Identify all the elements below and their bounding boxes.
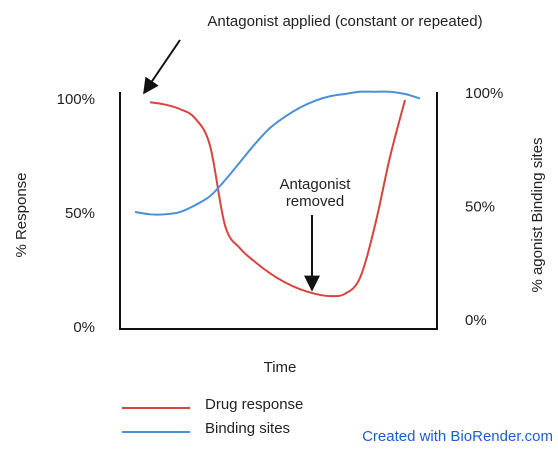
x-axis-label: Time [264, 359, 297, 376]
annotation: Antagonist applied (constant or repeated… [207, 13, 482, 30]
y2-tick-label: 100% [465, 85, 503, 102]
y2-tick-label: 0% [465, 312, 487, 329]
y-tick-label: 0% [73, 319, 95, 336]
data-line [149, 99, 406, 298]
legend-label: Binding sites [205, 420, 290, 437]
y2-tick-label: 50% [465, 198, 495, 215]
y2-axis-label: % agonist Binding sites [529, 137, 546, 292]
data-line [134, 90, 421, 216]
annotation-arrow [143, 39, 181, 95]
y-tick-label: 100% [57, 91, 95, 108]
annotation: Antagonist [280, 176, 352, 193]
y-tick-label: 50% [65, 205, 95, 222]
credit[interactable]: Created with BioRender.com [362, 428, 553, 445]
credit-bg [312, 424, 558, 449]
annotation: removed [286, 193, 344, 210]
legend-label: Drug response [205, 396, 303, 413]
y-axis-label: % Response [13, 172, 30, 257]
